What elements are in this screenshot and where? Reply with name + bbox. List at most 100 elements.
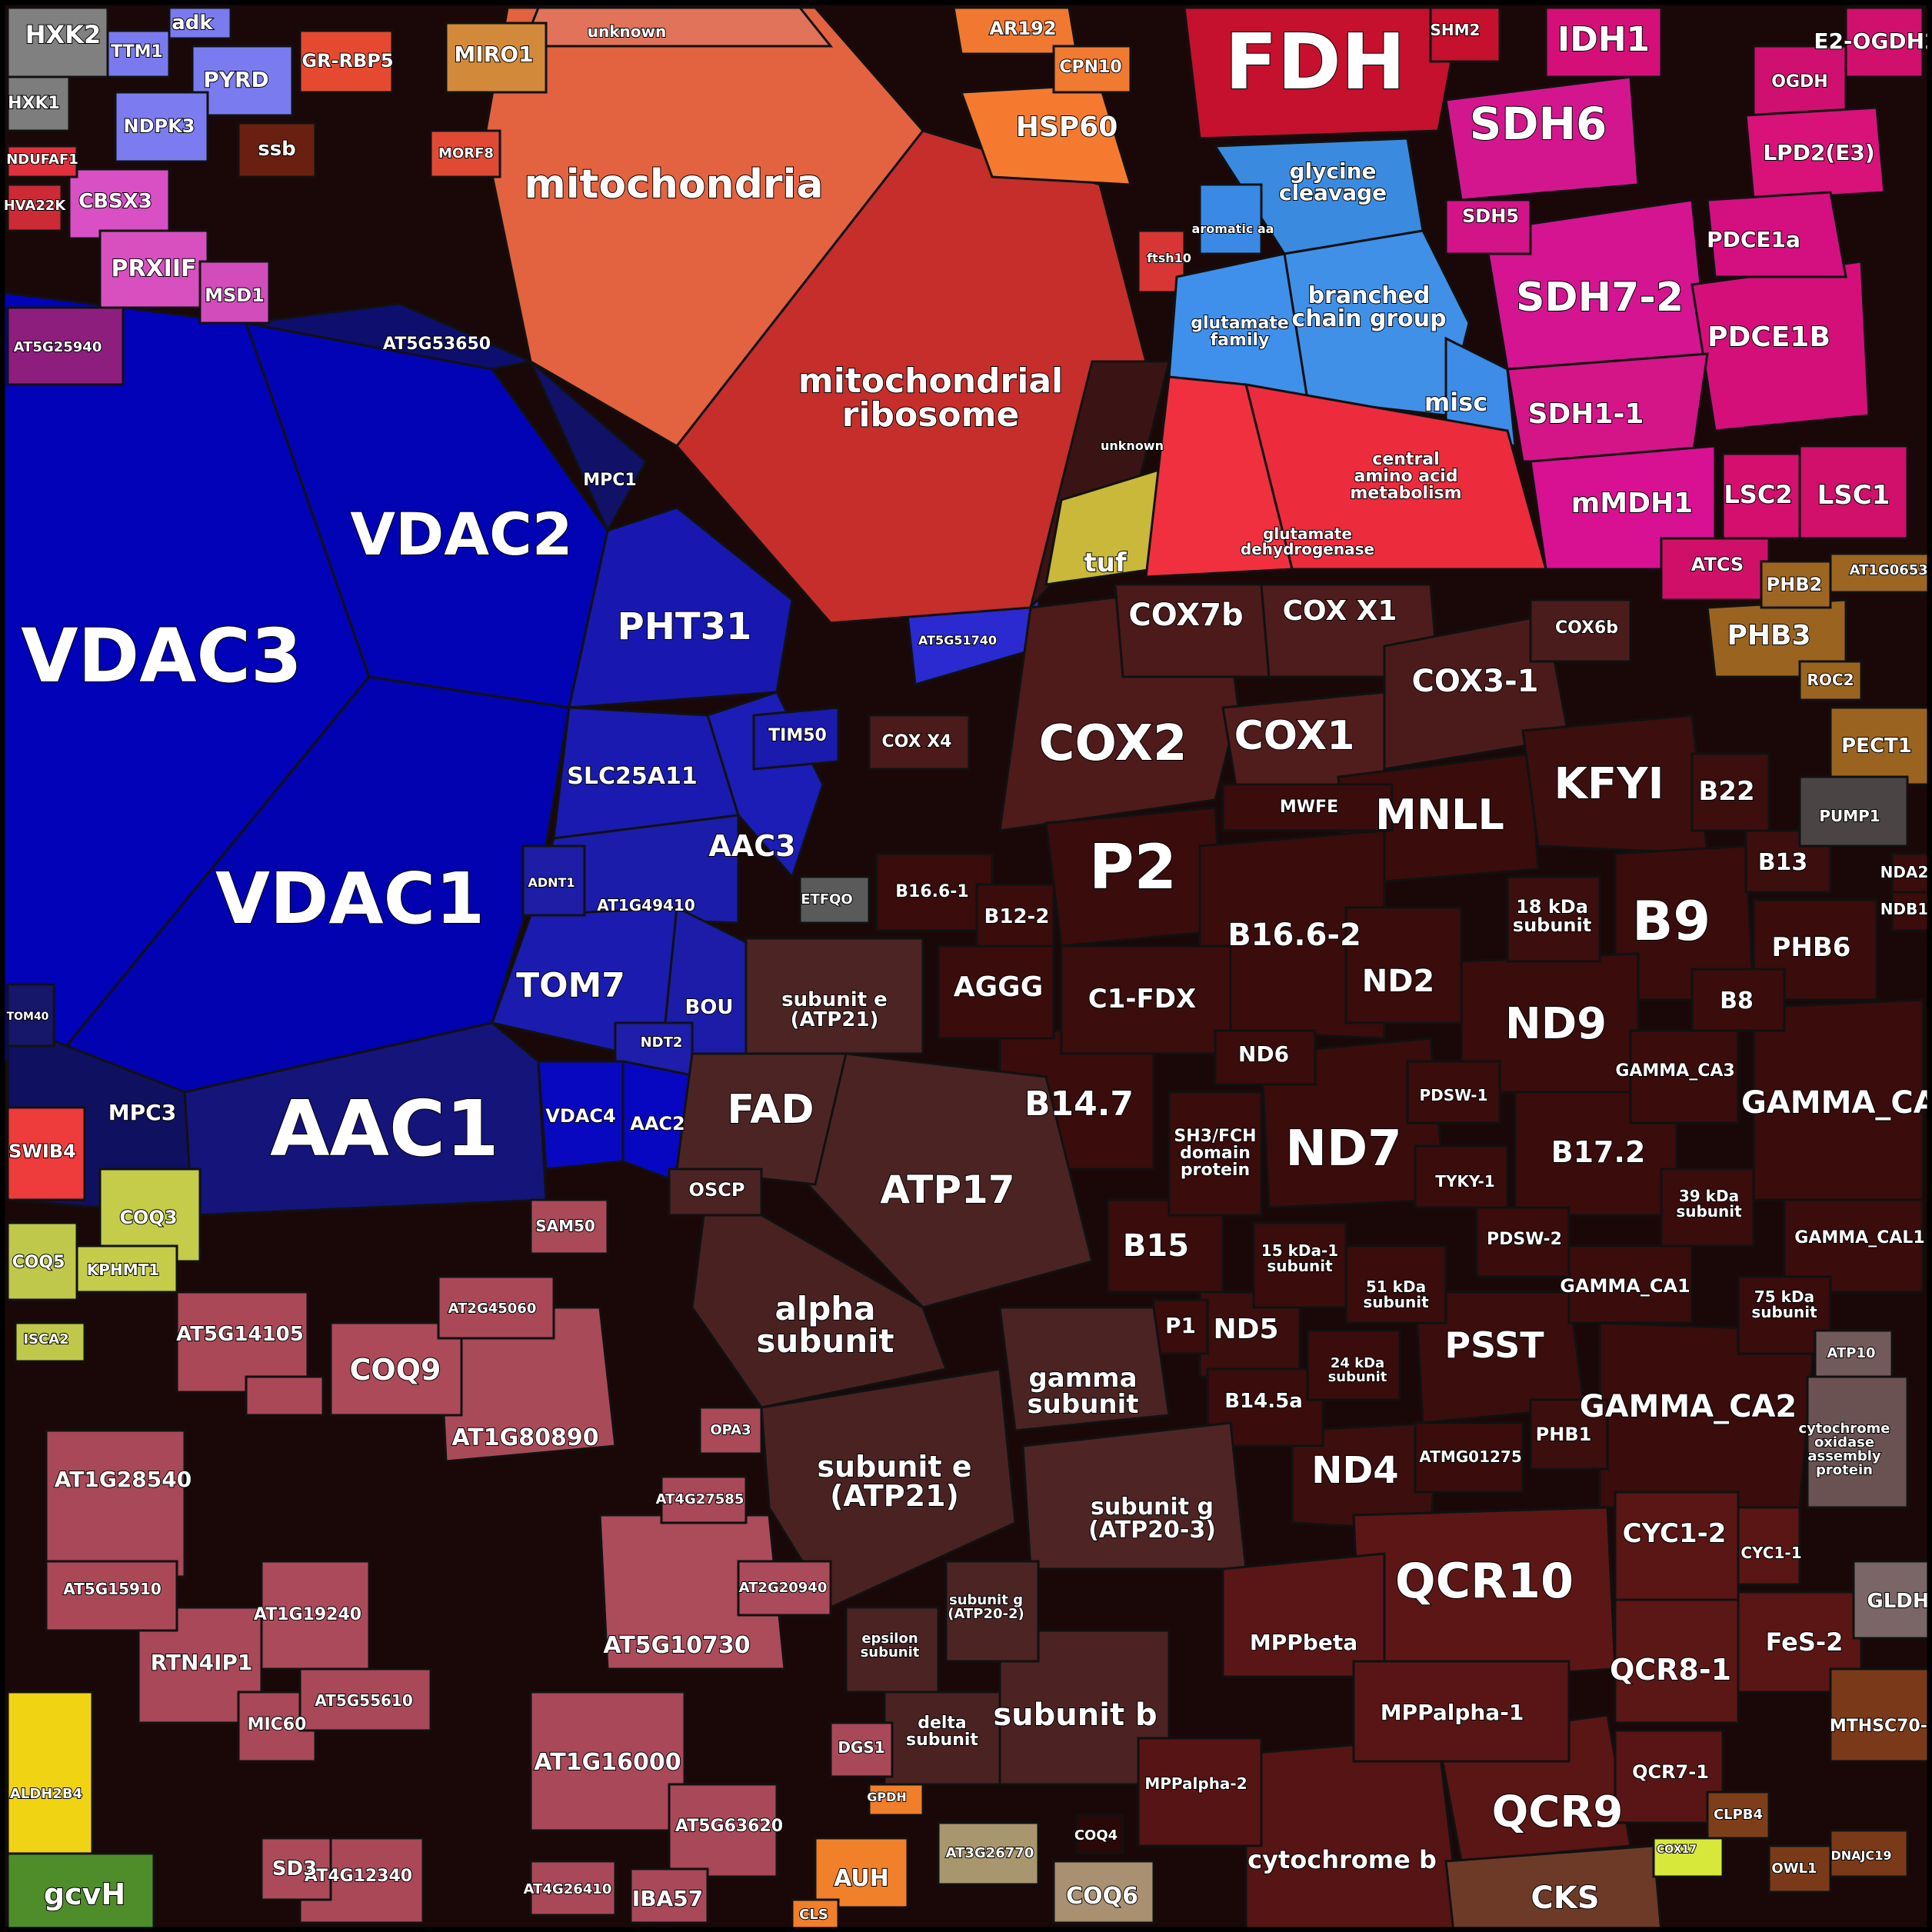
label-nd5: ND5 <box>1213 1314 1278 1345</box>
label-line: AT4G12340 <box>305 1867 412 1886</box>
label-phb2: PHB2 <box>1767 574 1823 595</box>
label-cox-x1: COX X1 <box>1283 595 1397 627</box>
label-b8: B8 <box>1720 988 1754 1014</box>
label-line: CKS <box>1531 1880 1599 1916</box>
cell-sh3-fch-domain-protein <box>1168 1091 1263 1217</box>
cell-kphmt1 <box>75 1244 178 1294</box>
label-line: mMDH1 <box>1571 488 1693 519</box>
label-at2g45060: AT2G45060 <box>448 1301 537 1317</box>
label-mmdh1: mMDH1 <box>1571 488 1693 519</box>
label-gamma-cal1: GAMMA_CAL1 <box>1794 1228 1924 1247</box>
label-msd1: MSD1 <box>205 285 265 306</box>
label-phb6: PHB6 <box>1772 932 1851 963</box>
label-subunit-g-atp20-3: subunit g (ATP20-3) <box>1088 1494 1216 1544</box>
label-line: P2 <box>1089 831 1177 903</box>
label-qcr8-1: QCR8-1 <box>1610 1653 1731 1687</box>
cell-aldh2b4 <box>6 1690 94 1855</box>
label-cytochrome-oxidase-assembly-protein: cytochrome oxidase assembly protein <box>1798 1421 1890 1478</box>
label-line: NDPK3 <box>124 115 195 137</box>
label-line: AT4G27585 <box>656 1491 744 1507</box>
label-mwfe: MWFE <box>1280 798 1338 817</box>
label-gldh: GLDH <box>1867 1590 1929 1613</box>
cell-glutamate-dehydrogenase <box>1144 375 1294 578</box>
cell-fdh <box>1183 6 1463 140</box>
label-gamma-ca3: GAMMA_CA3 <box>1615 1061 1734 1081</box>
label-51-kda-subunit: 51 kDa subunit <box>1363 1277 1429 1311</box>
cell-msd1 <box>198 260 271 325</box>
label-line: ISCA2 <box>23 1331 68 1347</box>
label-line: AT5G25940 <box>14 339 102 355</box>
label-tom40: TOM40 <box>7 1011 49 1023</box>
label-line: subunit <box>1027 1389 1138 1420</box>
label-b13: B13 <box>1758 849 1808 876</box>
label-line: PUMP1 <box>1819 807 1880 825</box>
cell-cytochrome-b <box>1244 1737 1463 1932</box>
group-vdac-and-transporters <box>0 291 1048 1217</box>
group-top-left-misc <box>6 6 548 386</box>
label-etfqo: ETFQO <box>801 891 852 908</box>
label-line: AT5G10730 <box>603 1632 750 1659</box>
label-line: IDH1 <box>1557 20 1650 59</box>
group-bottom-orange-tan <box>791 1783 1724 1932</box>
label-mppalpha-2: MPPalpha-2 <box>1144 1774 1247 1793</box>
cell-b8 <box>1690 968 1786 1032</box>
label-line: DNAJC19 <box>1830 1848 1891 1863</box>
label-b15: B15 <box>1123 1228 1189 1264</box>
label-line: 15 kDa-1 <box>1261 1241 1338 1260</box>
label-qcr10: QCR10 <box>1395 1553 1574 1609</box>
label-line: SAM50 <box>535 1217 595 1235</box>
label-line: AT2G20940 <box>739 1580 828 1596</box>
label-line: QCR9 <box>1492 1787 1624 1837</box>
label-gamma-ca2: GAMMA_CA2 <box>1580 1389 1797 1424</box>
label-line: AT1G28540 <box>55 1467 192 1492</box>
label-line: B16.6-1 <box>895 882 969 901</box>
label-line: AT1G80890 <box>451 1424 598 1451</box>
label-line: COQ9 <box>350 1353 441 1387</box>
cell-lsc1 <box>1798 445 1909 540</box>
label-line: MPC1 <box>583 471 636 490</box>
label-line: MORF8 <box>438 145 494 162</box>
label-cox1: COX1 <box>1234 713 1355 759</box>
cell-owl1 <box>1767 1844 1832 1894</box>
label-line: TOM40 <box>7 1011 49 1023</box>
cell-at1g28540 <box>45 1429 186 1578</box>
label-aac3: AAC3 <box>708 829 795 863</box>
label-hsp60: HSP60 <box>1016 112 1118 143</box>
label-at4g27585: AT4G27585 <box>656 1491 744 1507</box>
label-line: GAMMA_CA2 <box>1580 1389 1797 1424</box>
label-phb3: PHB3 <box>1727 620 1810 651</box>
label-owl1: OWL1 <box>1771 1860 1817 1877</box>
label-ttm1: TTM1 <box>111 42 163 62</box>
cell-18-kda-subunit <box>1506 875 1601 963</box>
cell-gldh <box>1852 1560 1932 1640</box>
label-line: MIC60 <box>248 1715 307 1734</box>
label-psst: PSST <box>1444 1324 1544 1366</box>
label-line: ADNT1 <box>528 875 575 890</box>
label-glutamate-family: glutamate family <box>1191 314 1289 350</box>
label-line: SDH5 <box>1462 205 1519 227</box>
cell-morf8 <box>429 129 501 178</box>
label-prxiif: PRXIIF <box>111 255 196 282</box>
label-line: MTHSC70-2 <box>1830 1717 1932 1736</box>
label-line: PRXIIF <box>111 255 196 282</box>
label-b9: B9 <box>1632 890 1710 953</box>
label-line: IBA57 <box>632 1886 703 1911</box>
label-mppbeta: MPPbeta <box>1250 1630 1357 1655</box>
label-line: chain group <box>1291 305 1446 332</box>
label-line: CYC1-2 <box>1623 1518 1727 1549</box>
label-pdsw-1: PDSW-1 <box>1419 1086 1487 1104</box>
label-vdac3: VDAC3 <box>21 613 302 699</box>
label-fad: FAD <box>728 1087 814 1133</box>
label-line: KFYI <box>1554 759 1664 809</box>
cell-cls <box>791 1898 840 1932</box>
label-rtn4ip1: RTN4IP1 <box>151 1650 253 1675</box>
label-line: B8 <box>1720 988 1754 1014</box>
label-line: HXK1 <box>8 94 60 113</box>
label-line: RTN4IP1 <box>151 1650 253 1675</box>
label-b17-2: B17.2 <box>1551 1135 1646 1169</box>
label-subunit-g-atp20-2: subunit g (ATP20-2) <box>948 1592 1024 1622</box>
label-line: PHB1 <box>1536 1424 1592 1445</box>
label-sdh1-1: SDH1-1 <box>1528 398 1644 430</box>
label-line: TOM7 <box>516 966 625 1005</box>
